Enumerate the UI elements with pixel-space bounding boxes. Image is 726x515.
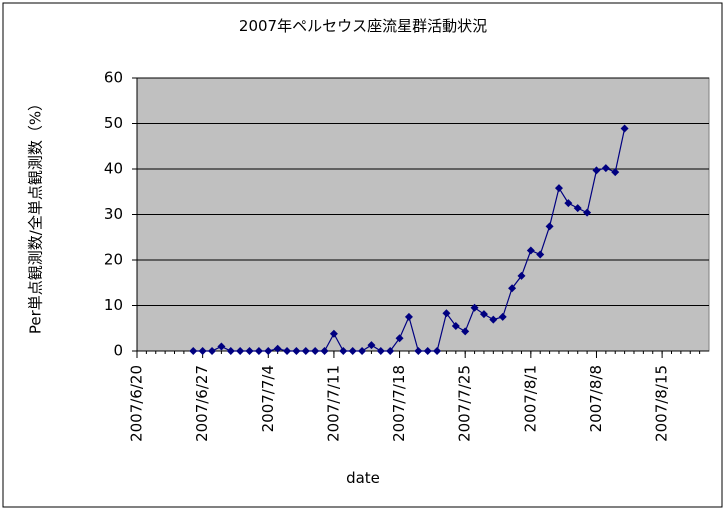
x-tick-label: 2007/7/11 xyxy=(324,365,342,442)
data-point xyxy=(208,347,217,355)
data-point xyxy=(236,347,245,355)
data-point xyxy=(611,168,620,177)
x-tick-label: 2007/8/1 xyxy=(521,365,539,432)
data-point xyxy=(198,347,207,355)
data-point xyxy=(451,321,460,330)
data-point xyxy=(404,312,413,321)
y-tick-label: 20 xyxy=(104,251,123,269)
x-tick-label: 2007/6/27 xyxy=(193,365,211,442)
data-point xyxy=(620,124,629,133)
data-point xyxy=(273,344,282,353)
data-point xyxy=(554,184,563,193)
data-point xyxy=(433,347,442,355)
y-tick-label: 0 xyxy=(113,342,123,360)
data-point xyxy=(583,208,592,217)
y-tick-label: 60 xyxy=(104,69,123,87)
data-point xyxy=(601,164,610,173)
data-point xyxy=(301,347,310,355)
data-point xyxy=(479,310,488,319)
data-point xyxy=(470,303,479,312)
data-point xyxy=(489,315,498,324)
y-tick-label: 40 xyxy=(104,160,123,178)
data-point xyxy=(367,341,376,350)
data-point xyxy=(320,347,329,355)
x-axis-label: date xyxy=(346,469,380,487)
y-axis-label: Per単点観測数/全単点観測数（%） xyxy=(27,96,45,334)
data-point xyxy=(348,347,357,355)
data-point xyxy=(395,334,404,343)
data-point xyxy=(283,347,292,355)
data-point xyxy=(461,327,470,336)
x-tick-label: 2007/8/8 xyxy=(587,365,605,432)
data-point xyxy=(217,342,226,351)
x-tick-label: 2007/8/15 xyxy=(653,365,671,442)
data-point xyxy=(573,204,582,213)
data-point xyxy=(423,347,432,355)
data-point xyxy=(442,309,451,318)
data-point xyxy=(592,166,601,175)
data-point xyxy=(508,284,517,293)
data-point xyxy=(564,199,573,208)
data-point xyxy=(536,250,545,259)
data-point xyxy=(358,347,367,355)
y-tick-label: 50 xyxy=(104,114,123,132)
data-point xyxy=(329,329,338,338)
data-point xyxy=(414,347,423,355)
x-tick-label: 2007/6/20 xyxy=(128,365,146,442)
data-point xyxy=(386,347,395,355)
y-tick-label: 30 xyxy=(104,205,123,223)
x-tick-label: 2007/7/18 xyxy=(390,365,408,442)
data-point xyxy=(189,347,198,355)
chart-title: 2007年ペルセウス座流星群活動状況 xyxy=(239,17,487,35)
data-point xyxy=(245,347,254,355)
data-point xyxy=(292,347,301,355)
data-point xyxy=(517,271,526,280)
x-tick-label: 2007/7/4 xyxy=(259,365,277,432)
data-point xyxy=(311,347,320,355)
data-point xyxy=(264,347,273,355)
data-point xyxy=(254,347,263,355)
data-point xyxy=(498,312,507,321)
y-tick-label: 10 xyxy=(104,296,123,314)
data-point xyxy=(526,246,535,255)
data-point xyxy=(339,347,348,355)
data-point xyxy=(226,347,235,355)
data-point xyxy=(545,222,554,231)
data-point xyxy=(376,347,385,355)
x-tick-label: 2007/7/25 xyxy=(456,365,474,442)
